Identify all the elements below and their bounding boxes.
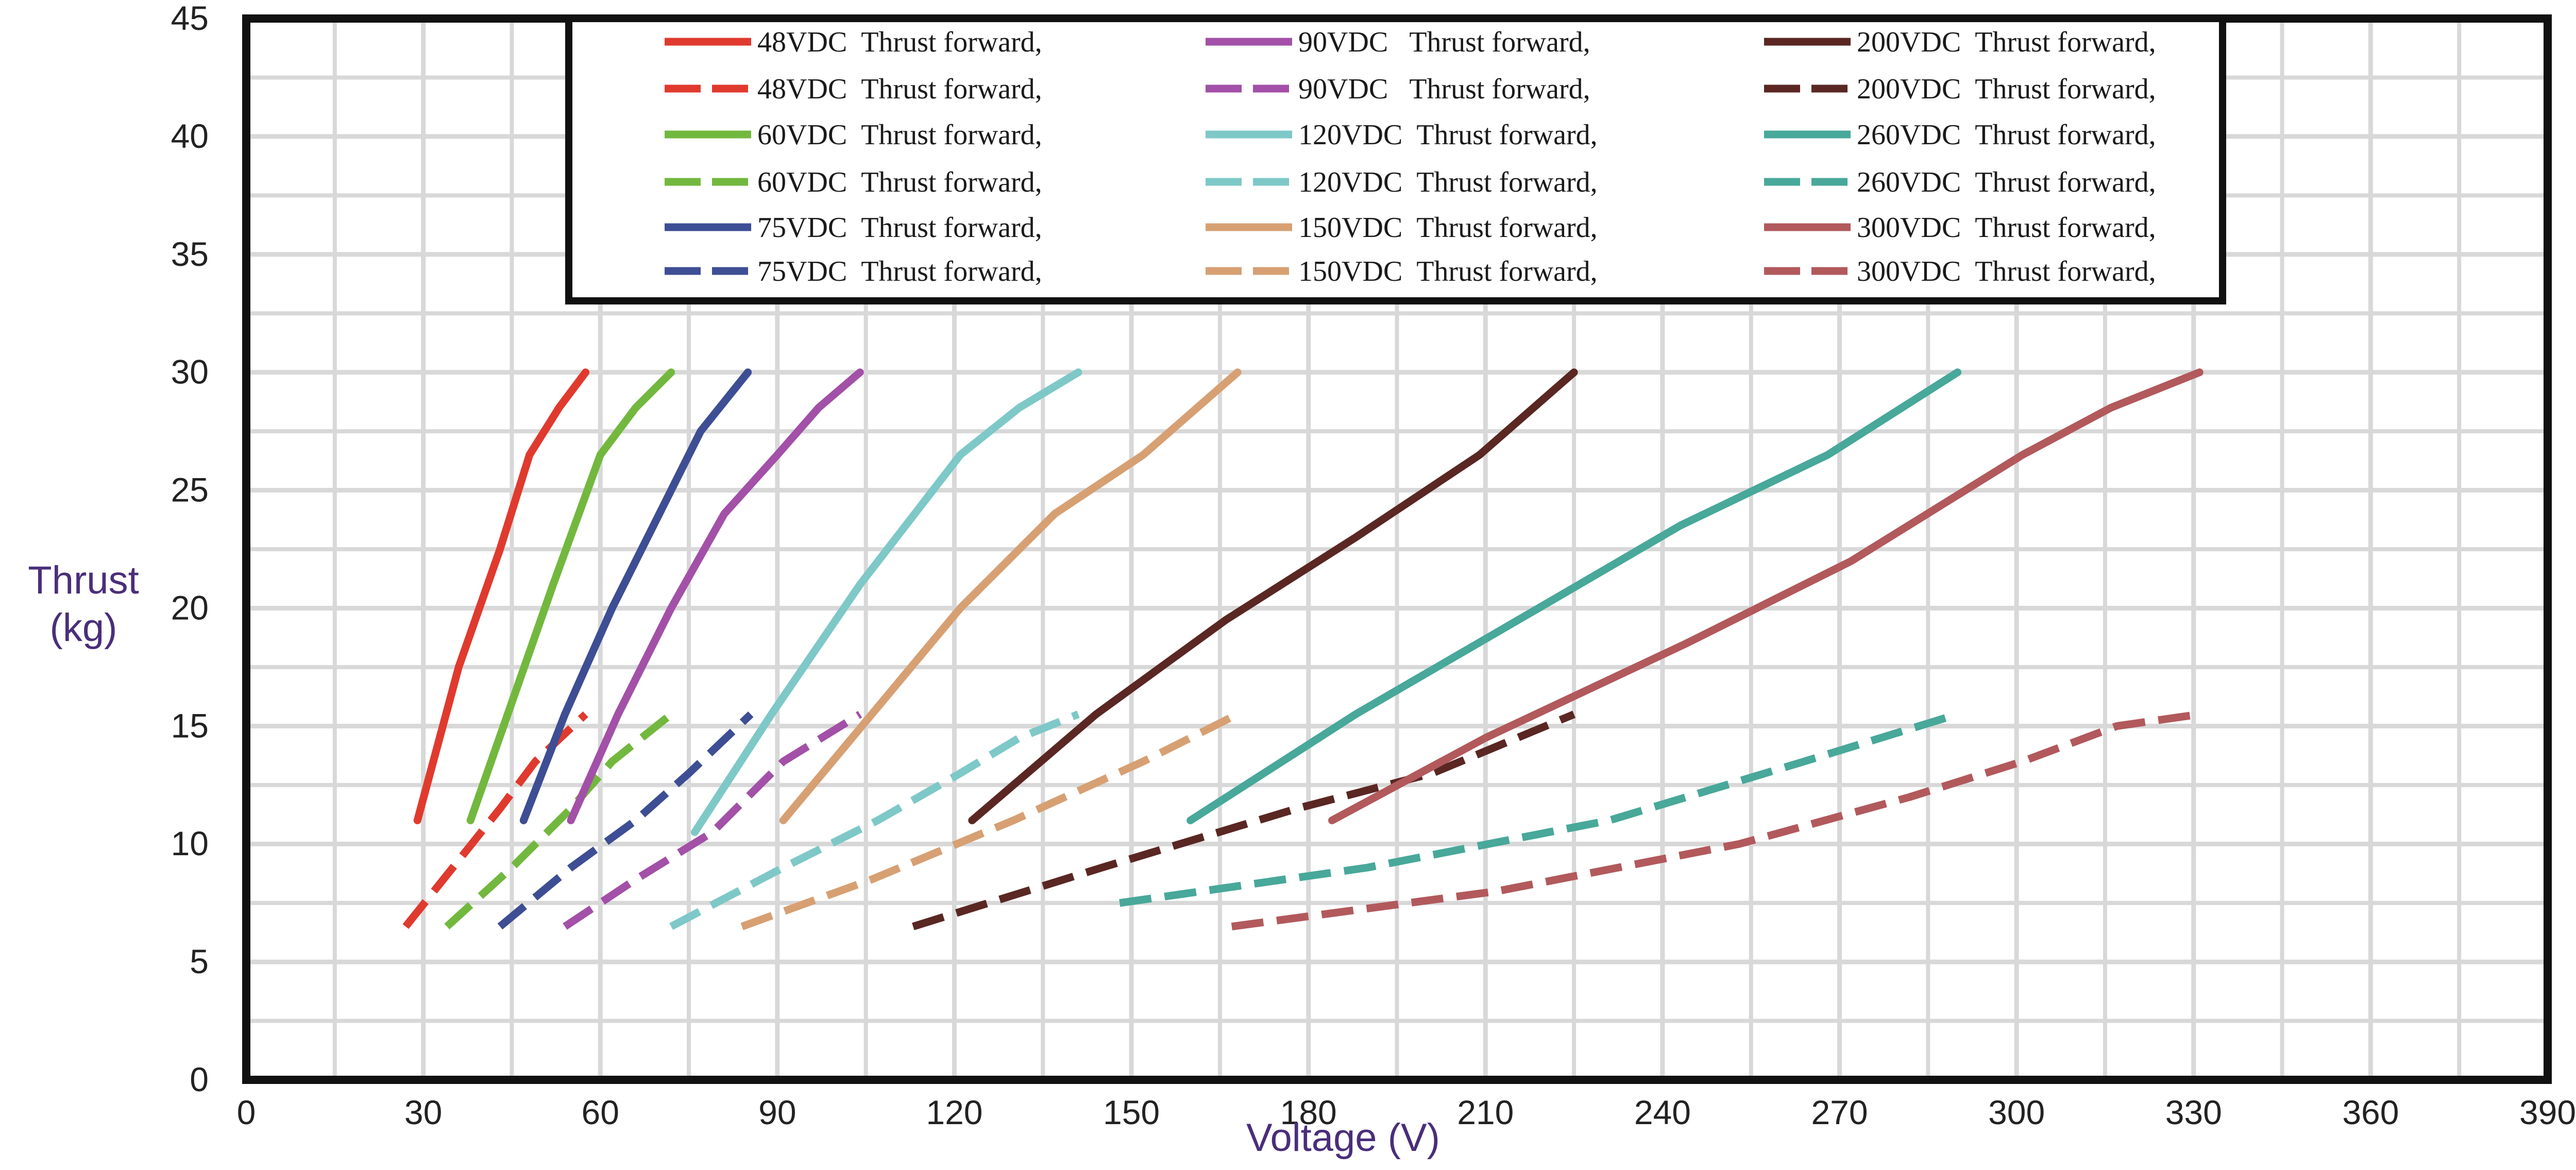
legend-entry-label: 150VDC Thrust forward, bbox=[1298, 256, 1598, 287]
x-tick-label: 360 bbox=[2342, 1093, 2399, 1131]
series-line bbox=[779, 368, 1242, 824]
series-line bbox=[1119, 710, 1959, 907]
series-line bbox=[1328, 368, 2204, 824]
series-line bbox=[669, 710, 1080, 930]
series-line bbox=[740, 710, 1240, 930]
series-layer bbox=[402, 368, 2204, 930]
x-tick-label: 150 bbox=[1103, 1093, 1160, 1131]
x-tick-label: 90 bbox=[758, 1093, 796, 1131]
series-line bbox=[691, 368, 1082, 836]
legend-entry-label: 120VDC Thrust forward, bbox=[1298, 166, 1598, 198]
legend-entry-label: 260VDC Thrust forward, bbox=[1857, 119, 2156, 151]
y-tick-label: 45 bbox=[171, 0, 209, 37]
series-line bbox=[567, 368, 864, 824]
y-tick-label: 15 bbox=[171, 706, 209, 744]
y-tick-label: 10 bbox=[171, 824, 209, 862]
legend-entry-label: 300VDC Thrust forward, bbox=[1857, 212, 2156, 244]
series-line bbox=[497, 711, 754, 930]
x-tick-label: 270 bbox=[1811, 1093, 1868, 1131]
series-line bbox=[563, 711, 862, 930]
legend-entry-label: 60VDC Thrust forward, bbox=[757, 166, 1042, 198]
legend-entries: 48VDC Thrust forward, 48VDC Thrust forwar… bbox=[665, 26, 2156, 287]
legend-entry-label: 75VDC Thrust forward, bbox=[757, 256, 1042, 287]
legend-entry-label: 260VDC Thrust forward, bbox=[1857, 166, 2156, 198]
x-tick-labels: 0 30 60 90 120 150 180 210 240 270 300 330 360 390 bbox=[237, 1093, 2576, 1131]
x-tick-label: 330 bbox=[2165, 1093, 2222, 1131]
x-tick-label: 0 bbox=[237, 1093, 256, 1131]
series-line bbox=[519, 368, 752, 824]
series-line bbox=[1187, 368, 1962, 824]
legend-entry-label: 150VDC Thrust forward, bbox=[1298, 212, 1598, 244]
x-tick-label: 60 bbox=[582, 1093, 619, 1131]
y-tick-label: 20 bbox=[171, 588, 209, 626]
legend-entry-label: 75VDC Thrust forward, bbox=[757, 212, 1042, 244]
x-tick-label: 120 bbox=[926, 1093, 982, 1131]
series-line bbox=[1231, 710, 2200, 930]
series-line bbox=[466, 368, 675, 824]
y-tick-labels: 0 5 10 15 20 25 30 35 40 45 bbox=[171, 0, 209, 1098]
y-axis-title-line2: (kg) bbox=[50, 606, 117, 650]
legend-entry-label: 90VDC Thrust forward, bbox=[1298, 26, 1590, 58]
y-tick-label: 5 bbox=[190, 942, 209, 980]
series-line bbox=[444, 711, 674, 929]
y-tick-label: 0 bbox=[190, 1060, 209, 1098]
x-axis-title: Voltage (V) bbox=[1246, 1116, 1440, 1160]
series-line bbox=[413, 368, 590, 824]
x-tick-label: 300 bbox=[1988, 1093, 2045, 1131]
legend-entry-label: 120VDC Thrust forward, bbox=[1298, 119, 1598, 151]
legend-entry-label: 48VDC Thrust forward, bbox=[757, 26, 1042, 58]
legend-entry-label: 200VDC Thrust forward, bbox=[1857, 26, 2156, 58]
legend: 48VDC Thrust forward, 48VDC Thrust forwar… bbox=[565, 15, 2226, 304]
y-tick-label: 25 bbox=[171, 471, 209, 509]
x-tick-label: 180 bbox=[1280, 1093, 1337, 1131]
legend-entry-label: 60VDC Thrust forward, bbox=[757, 119, 1042, 151]
x-tick-label: 30 bbox=[404, 1093, 442, 1131]
series-line bbox=[912, 710, 1575, 930]
y-tick-label: 40 bbox=[171, 117, 209, 155]
legend-entry-label: 90VDC Thrust forward, bbox=[1298, 73, 1590, 105]
legend-entry-label: 48VDC Thrust forward, bbox=[757, 73, 1042, 105]
x-tick-label: 240 bbox=[1634, 1093, 1691, 1131]
y-tick-label: 35 bbox=[171, 235, 209, 273]
x-tick-label: 210 bbox=[1457, 1093, 1514, 1131]
legend-entry-label: 300VDC Thrust forward, bbox=[1857, 256, 2156, 287]
y-axis-title-line1: Thrust bbox=[28, 558, 139, 602]
x-tick-label: 390 bbox=[2519, 1093, 2576, 1131]
series-line bbox=[968, 368, 1578, 824]
legend-entry-label: 200VDC Thrust forward, bbox=[1857, 73, 2156, 105]
legend-box bbox=[565, 15, 2226, 304]
y-tick-label: 30 bbox=[171, 353, 209, 391]
